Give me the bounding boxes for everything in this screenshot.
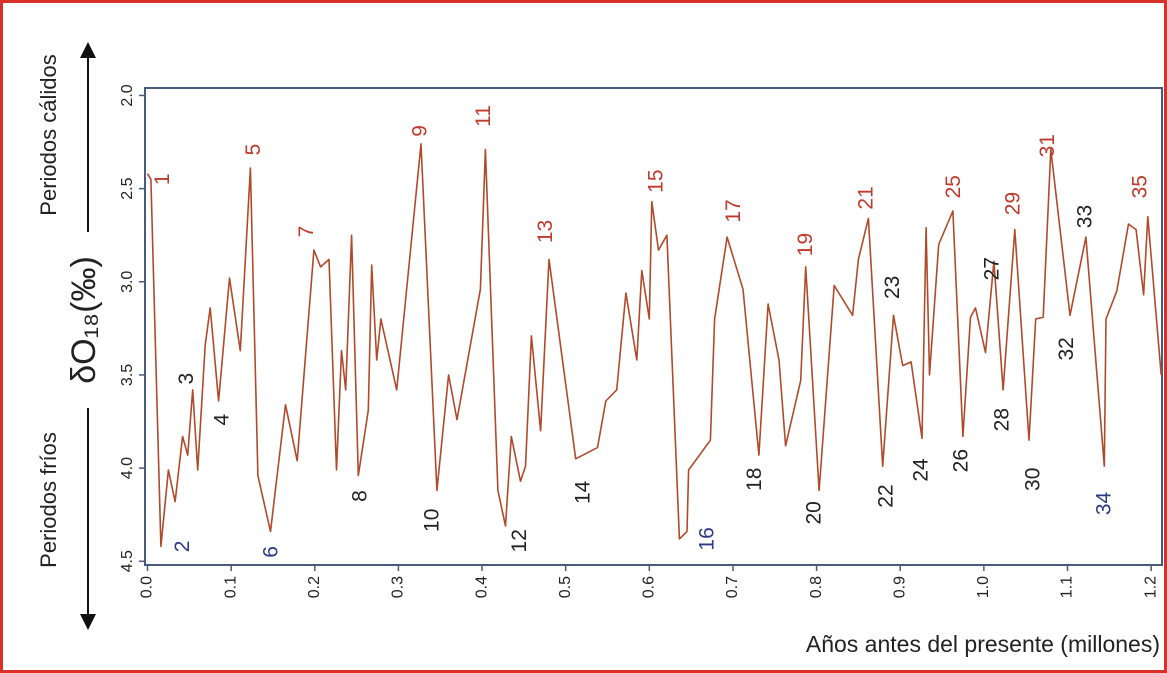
period-label: 15 [644, 169, 667, 192]
x-tick-label: 0.9 [891, 576, 908, 598]
y-tick-label: 3.5 [119, 364, 136, 386]
period-label: 35 [1129, 175, 1152, 198]
x-tick-label: 1.2 [1142, 576, 1159, 598]
y-tick-label: 4.5 [119, 550, 136, 572]
period-label: 14 [572, 480, 595, 504]
period-label: 4 [210, 414, 233, 426]
period-label: 27 [981, 257, 1004, 280]
period-label: 16 [695, 527, 718, 550]
x-tick-label: 0.0 [139, 576, 156, 598]
x-tick-label: 0.5 [557, 576, 574, 598]
x-tick-label: 1.1 [1059, 576, 1076, 598]
x-tick-label: 0.1 [222, 576, 239, 598]
period-label: 30 [1022, 468, 1045, 491]
data-line [146, 143, 1162, 548]
period-label: 32 [1055, 337, 1078, 360]
period-label: 3 [175, 373, 198, 385]
period-label: 29 [1002, 192, 1025, 215]
x-tick-label: 0.8 [808, 576, 825, 598]
period-label: 5 [242, 144, 265, 156]
period-label: 12 [508, 529, 531, 552]
x-tick-label: 0.3 [390, 576, 407, 598]
period-label: 25 [942, 175, 965, 198]
period-label: 1 [151, 173, 174, 185]
period-label: 22 [874, 484, 897, 507]
period-label: 7 [295, 226, 318, 238]
period-label: 9 [409, 125, 432, 137]
period-label: 6 [260, 546, 283, 558]
x-tick-label: 0.7 [724, 576, 741, 598]
plot-box [144, 87, 1163, 566]
x-tick-label: 1.0 [975, 576, 992, 598]
period-label: 11 [472, 105, 495, 127]
period-label: 8 [348, 490, 371, 502]
period-label: 33 [1073, 205, 1096, 228]
period-label: 2 [171, 541, 194, 553]
y-tick-label: 2.5 [119, 177, 136, 199]
cold-label: Periodos fríos [36, 432, 61, 568]
y-axis-label: δO₁₈(‰) [65, 256, 103, 384]
x-axis-label: Años antes del presente (millones) [806, 631, 1160, 657]
y-tick-label: 3.0 [119, 271, 136, 293]
warm-label: Periodos cálidos [36, 54, 61, 215]
period-label: 10 [420, 509, 443, 532]
period-label: 17 [722, 199, 745, 222]
x-tick-label: 0.2 [306, 576, 323, 598]
period-label: 31 [1036, 134, 1059, 157]
period-label: 18 [743, 468, 766, 491]
period-label: 19 [794, 233, 817, 256]
y-tick-label: 4.0 [119, 457, 136, 479]
y-tick-label: 2.0 [119, 84, 136, 106]
period-label: 21 [854, 186, 877, 209]
period-label: 13 [534, 220, 557, 243]
period-label: 28 [991, 408, 1014, 431]
period-label: 23 [881, 276, 904, 299]
period-label: 26 [950, 449, 973, 472]
period-label: 24 [910, 458, 933, 482]
x-tick-label: 0.6 [641, 576, 658, 598]
period-label: 34 [1093, 492, 1116, 516]
period-label: 20 [802, 501, 825, 524]
x-tick-label: 0.4 [473, 576, 490, 598]
